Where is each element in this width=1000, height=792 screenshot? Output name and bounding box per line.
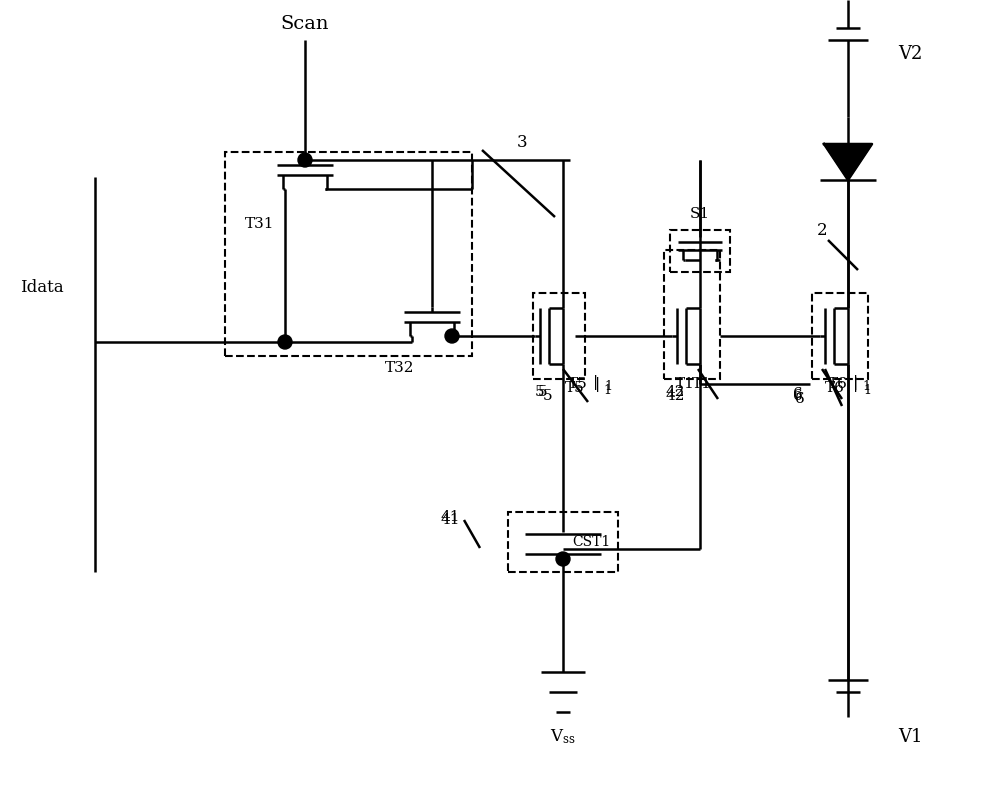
Text: 6: 6 [795,392,805,406]
Text: 5: 5 [538,385,548,399]
Text: 1: 1 [862,380,870,394]
Text: T5: T5 [568,377,588,391]
Text: |: | [593,375,599,390]
Bar [225,152,472,356]
Text: 5: 5 [543,389,553,403]
Text: 41: 41 [440,513,460,527]
Bar [508,512,618,572]
Text: CST1: CST1 [572,535,610,549]
Text: 41: 41 [440,510,460,524]
Text: 42: 42 [665,389,685,403]
Text: |: | [853,376,859,391]
Text: 2: 2 [817,222,827,238]
Text: 1: 1 [604,380,612,394]
Text: Scan: Scan [281,15,329,33]
Text: 3: 3 [517,134,527,150]
Circle shape [298,153,312,167]
Text: V2: V2 [898,45,922,63]
Text: 42: 42 [665,385,685,399]
Text: 6: 6 [793,389,803,403]
Circle shape [556,552,570,566]
Text: T1: T1 [692,377,712,391]
Text: T31: T31 [245,217,275,231]
Text: 1: 1 [603,383,611,397]
Text: T6: T6 [828,377,848,391]
Text: T6: T6 [825,381,845,395]
Text: $\mathregular{V_{ss}}$: $\mathregular{V_{ss}}$ [550,728,576,746]
Text: T1: T1 [675,377,695,391]
Text: |: | [853,375,859,390]
Text: 1: 1 [863,383,871,397]
Text: V1: V1 [898,728,922,746]
Text: 5: 5 [535,385,545,399]
Circle shape [278,335,292,349]
Text: T5: T5 [565,381,585,395]
Text: |: | [595,376,601,391]
Bar [533,293,585,379]
Bar [812,293,868,379]
Bar [670,230,730,272]
Text: 6: 6 [793,387,803,401]
Text: S1: S1 [690,207,710,221]
Circle shape [445,329,459,343]
Bar [664,250,720,379]
Text: Idata: Idata [20,279,64,295]
Polygon shape [824,144,872,180]
Text: T32: T32 [385,361,415,375]
